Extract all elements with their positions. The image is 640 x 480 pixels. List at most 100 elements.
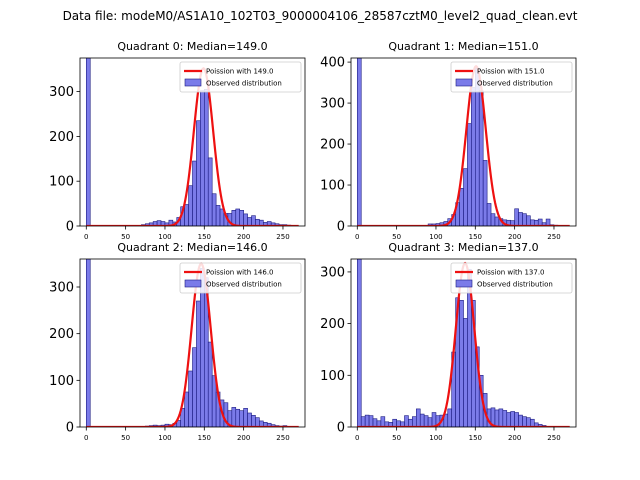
legend-bar-swatch: [455, 78, 473, 87]
histogram-bar: [372, 418, 378, 427]
histogram-bar: [518, 414, 523, 427]
histogram-bar: [192, 160, 197, 226]
poisson-curve: [86, 66, 299, 226]
y-tick-label: 300: [320, 265, 345, 280]
quadrant-1-title: Quadrant 1: Median=151.0: [388, 40, 538, 53]
histogram-bar: [518, 212, 523, 226]
histogram-bar: [204, 89, 209, 226]
histogram-bar: [482, 160, 488, 226]
y-tick-label: 100: [320, 179, 345, 194]
histogram-bar: [526, 417, 531, 427]
histogram-bar: [211, 375, 217, 427]
histogram-bar: [463, 318, 468, 427]
histogram-bar: [404, 415, 409, 427]
x-tick-label: 200: [237, 233, 250, 241]
y-tick-label: 0: [337, 220, 345, 235]
histogram-bar: [356, 259, 362, 427]
legend-bar-label: Observed distribution: [477, 281, 553, 289]
histogram-bar: [251, 215, 256, 226]
quadrant-3-title: Quadrant 3: Median=137.0: [388, 241, 538, 254]
histogram-bar: [231, 407, 237, 427]
histogram-bar: [494, 216, 500, 226]
histogram-bar: [255, 417, 260, 427]
axes-frame: [79, 258, 306, 428]
histogram-bar: [251, 415, 256, 427]
y-tick-label: 200: [320, 317, 345, 332]
x-tick-label: 200: [237, 434, 250, 442]
y-tick-label: 200: [49, 327, 74, 342]
histogram-bar: [360, 416, 366, 427]
quadrant-1-plot-area: [356, 58, 570, 226]
x-tick-label: 150: [198, 233, 211, 241]
histogram-bar: [184, 204, 189, 226]
histogram-bar: [184, 391, 189, 427]
x-tick-label: 0: [84, 233, 88, 241]
axes-frame: [350, 258, 577, 428]
histogram-bar: [243, 213, 248, 226]
legend-bar-swatch: [184, 78, 202, 87]
histogram-bar: [235, 208, 241, 226]
legend-curve-label: Poission with 146.0: [206, 269, 274, 277]
histogram-bar: [447, 408, 452, 427]
histogram-bar: [419, 413, 425, 427]
axes-frame: [350, 57, 577, 227]
quadrant-2-plot-area: [85, 259, 299, 427]
legend-curve-label: Poission with 151.0: [477, 68, 545, 76]
legend-box: [450, 262, 573, 294]
histogram-bar: [235, 408, 241, 427]
histogram-bar: [514, 208, 519, 226]
x-tick-label: 0: [84, 434, 88, 442]
histogram-bar: [211, 193, 217, 226]
y-tick-label: 200: [49, 130, 74, 145]
histogram-bar: [196, 300, 201, 427]
histogram-bar: [506, 412, 512, 427]
histogram-bar: [392, 418, 397, 427]
histogram-bar: [522, 213, 527, 226]
poisson-curve: [357, 64, 570, 226]
histogram-bar: [380, 416, 386, 427]
histogram-bar: [364, 414, 370, 427]
x-tick-label: 250: [276, 233, 289, 241]
legend-box: [450, 61, 573, 93]
quadrant-3-panel: Quadrant 3: Median=137.0 0 50 100 150 200 250 0…: [320, 241, 577, 442]
x-tick-label: 100: [429, 434, 442, 442]
figure-suptitle: Data file: modeM0/AS1A10_102T03_90000041…: [63, 9, 578, 23]
x-tick-label: 150: [198, 434, 211, 442]
x-tick-label: 50: [392, 233, 401, 241]
x-tick-label: 100: [158, 233, 171, 241]
histogram-bar: [431, 412, 437, 427]
quadrant-2-panel: Quadrant 2: Median=146.0 0 50 100 150 200 250 0…: [49, 241, 306, 442]
quadrant-1-panel: Quadrant 1: Median=151.0 0 50 100 150 200 250 0…: [320, 40, 577, 241]
legend-bar-label: Observed distribution: [206, 281, 282, 289]
histogram-bar: [207, 157, 213, 226]
x-tick-label: 50: [121, 233, 130, 241]
x-tick-label: 0: [355, 434, 359, 442]
histogram-bar: [471, 87, 476, 226]
y-tick-label: 200: [320, 138, 345, 153]
histogram-bar: [545, 218, 551, 226]
histogram-bar: [188, 185, 193, 226]
quadrant-panels: Quadrant 0: Median=149.0 0 50 100 150 200 250 0…: [49, 40, 577, 442]
histogram-bar: [415, 408, 421, 427]
legend-bar-label: Observed distribution: [206, 80, 282, 88]
histogram-bar: [494, 409, 500, 427]
histogram-bar: [467, 123, 472, 226]
y-tick-label: 100: [49, 374, 74, 389]
histogram-bar: [188, 370, 193, 427]
x-tick-label: 150: [469, 233, 482, 241]
x-tick-label: 0: [355, 233, 359, 241]
x-tick-label: 100: [429, 233, 442, 241]
x-tick-label: 250: [547, 434, 560, 442]
x-tick-label: 50: [392, 434, 401, 442]
histogram-bar: [85, 259, 91, 427]
histogram-bar: [459, 300, 464, 427]
histogram-bar: [368, 415, 374, 427]
histogram-bar: [247, 217, 252, 226]
histogram-bar: [530, 418, 535, 427]
histogram-bar: [478, 90, 484, 226]
x-tick-label: 100: [158, 434, 171, 442]
x-tick-label: 200: [508, 434, 521, 442]
y-tick-label: 100: [320, 369, 345, 384]
histogram-bar: [427, 417, 433, 427]
